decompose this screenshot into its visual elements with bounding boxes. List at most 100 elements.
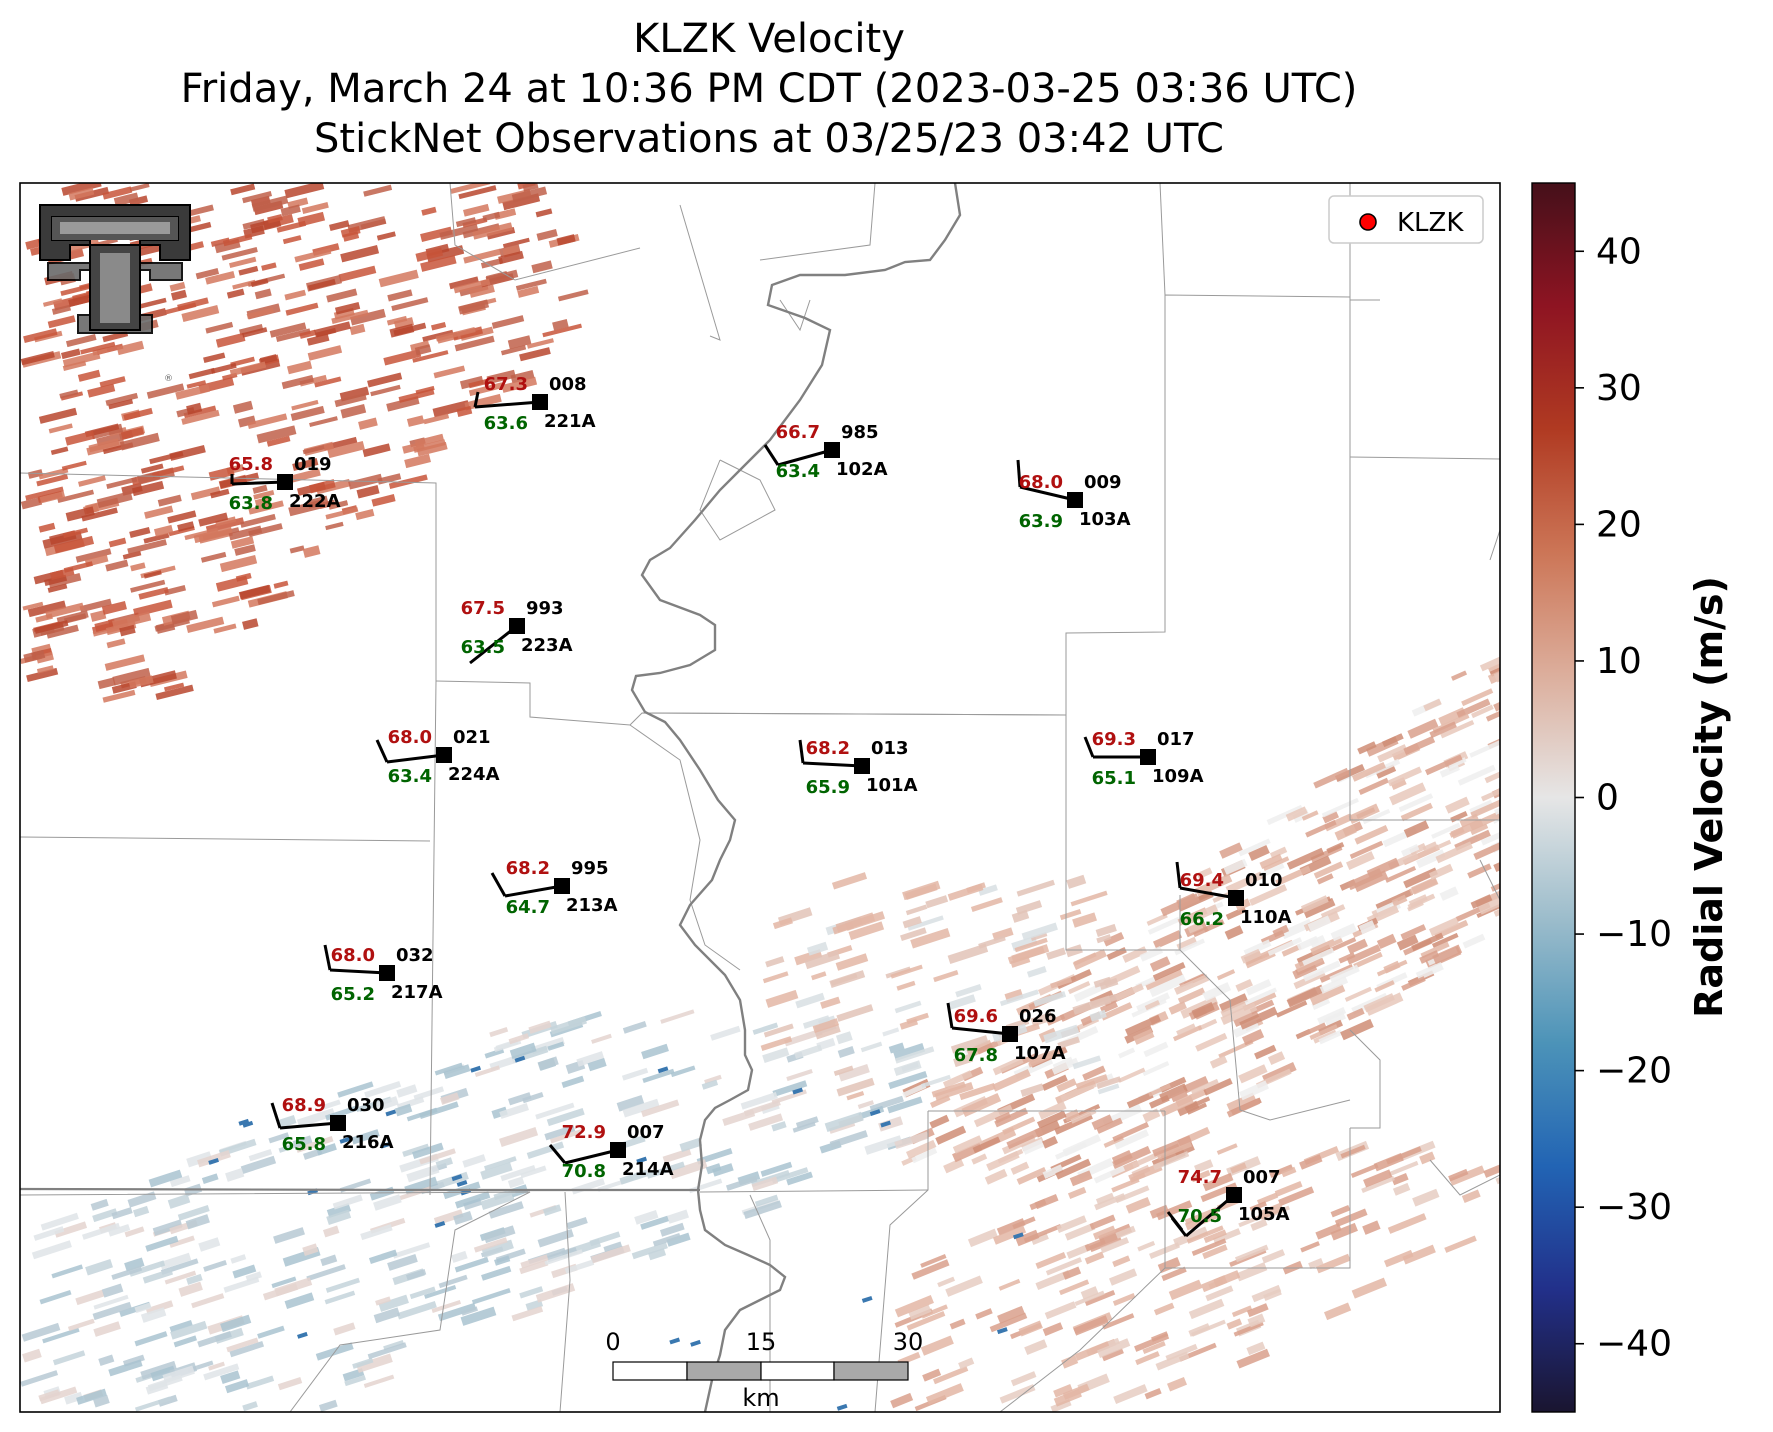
velocity-gate <box>1267 937 1303 956</box>
velocity-gate <box>185 1214 210 1230</box>
velocity-gate <box>439 223 479 240</box>
velocity-gate <box>1035 1270 1071 1291</box>
velocity-gate <box>378 269 419 288</box>
velocity-gate <box>837 1046 855 1058</box>
velocity-gate <box>959 1083 996 1101</box>
velocity-gate <box>140 1307 167 1323</box>
velocity-gate <box>1392 1182 1411 1196</box>
velocity-gate <box>253 490 275 500</box>
velocity-gate <box>921 1304 948 1319</box>
velocity-gate <box>1387 1213 1427 1234</box>
velocity-gate <box>1142 1340 1166 1355</box>
velocity-gate <box>275 328 311 343</box>
wind-barb-flag <box>1166 1211 1184 1231</box>
velocity-gate <box>1059 908 1082 921</box>
velocity-gate <box>542 323 583 338</box>
velocity-gate <box>701 1079 719 1090</box>
velocity-gate <box>1177 987 1206 1005</box>
velocity-gate <box>406 1164 440 1183</box>
velocity-gate <box>1391 894 1408 907</box>
velocity-gate <box>54 1221 88 1238</box>
velocity-gate <box>122 550 142 560</box>
velocity-gate <box>169 281 186 292</box>
wind-barb-staff <box>504 884 563 898</box>
velocity-gate <box>431 1299 462 1313</box>
velocity-gate <box>1093 1165 1126 1184</box>
velocity-gate <box>517 285 540 298</box>
velocity-gate <box>226 288 245 299</box>
velocity-gate <box>458 299 490 315</box>
velocity-gate <box>356 485 380 499</box>
velocity-gate <box>1094 1193 1126 1211</box>
station-plot-107a: 69.6 026 67.8 107A <box>946 1002 1066 1066</box>
velocity-gate <box>167 510 197 524</box>
velocity-gate <box>488 1201 524 1219</box>
velocity-gate <box>550 1129 582 1144</box>
velocity-gate <box>143 570 162 579</box>
velocity-gate <box>186 1273 203 1285</box>
velocity-gate <box>387 289 413 302</box>
velocity-gate <box>1322 810 1339 824</box>
velocity-gate <box>832 921 854 935</box>
velocity-gate <box>1112 1293 1136 1307</box>
station-dewpoint: 64.7 <box>506 897 550 918</box>
velocity-gate <box>1069 1170 1093 1187</box>
velocity-gate <box>784 1028 823 1047</box>
station-pressure: 030 <box>347 1095 385 1116</box>
velocity-gate <box>120 427 145 440</box>
velocity-gate <box>535 1102 575 1120</box>
velocity-gate <box>453 278 491 294</box>
velocity-gate <box>743 1200 782 1219</box>
velocity-gate <box>1334 824 1357 841</box>
velocity-gate <box>1044 1301 1077 1320</box>
velocity-gate <box>491 315 525 329</box>
velocity-gate <box>1191 1238 1227 1256</box>
velocity-gate <box>1469 811 1500 831</box>
velocity-gate <box>499 1127 539 1148</box>
velocity-gate <box>1224 925 1244 940</box>
velocity-gate <box>1074 1290 1105 1306</box>
velocity-gate <box>105 559 129 572</box>
velocity-gate <box>1096 934 1112 944</box>
velocity-gate <box>134 1331 168 1347</box>
velocity-gate <box>984 1168 1008 1185</box>
velocity-gate <box>228 525 263 541</box>
velocity-gate <box>953 1053 974 1068</box>
velocity-gate <box>238 1118 250 1126</box>
velocity-gate <box>992 927 1014 941</box>
velocity-gate <box>762 971 789 984</box>
velocity-gate <box>205 270 236 285</box>
velocity-gate <box>1308 1258 1324 1270</box>
velocity-gate <box>978 884 998 896</box>
velocity-gate <box>552 318 569 331</box>
velocity-gate <box>230 536 255 549</box>
velocity-gate <box>367 372 403 388</box>
velocity-gate <box>186 616 225 634</box>
velocity-gate <box>1388 1160 1419 1177</box>
velocity-gate <box>1249 999 1275 1015</box>
velocity-gate <box>337 1081 374 1098</box>
velocity-gate <box>373 1194 402 1211</box>
velocity-gate <box>240 1155 277 1174</box>
velocity-gate <box>514 1055 526 1063</box>
velocity-gate <box>882 1027 900 1037</box>
velocity-gate <box>316 1143 337 1156</box>
velocity-gate <box>1174 974 1210 995</box>
station-dewpoint: 65.8 <box>282 1134 326 1155</box>
wind-barb-flag <box>270 1102 282 1129</box>
velocity-gate <box>1084 1233 1118 1252</box>
velocity-gate <box>1412 1188 1440 1207</box>
velocity-gate <box>1152 962 1186 981</box>
station-id: 107A <box>1014 1043 1066 1064</box>
station-plot-217a: 68.0 032 65.2 217A <box>323 944 443 1005</box>
velocity-gate <box>937 1276 956 1288</box>
velocity-gate <box>1473 841 1500 860</box>
velocity-gate <box>507 1176 525 1189</box>
velocity-gate <box>242 327 268 338</box>
velocity-gate <box>224 1379 250 1394</box>
velocity-gate <box>370 384 401 397</box>
velocity-gate <box>155 620 176 634</box>
velocity-gate <box>138 243 163 257</box>
velocity-gate <box>670 1065 696 1078</box>
station-pressure: 026 <box>1019 1006 1057 1027</box>
